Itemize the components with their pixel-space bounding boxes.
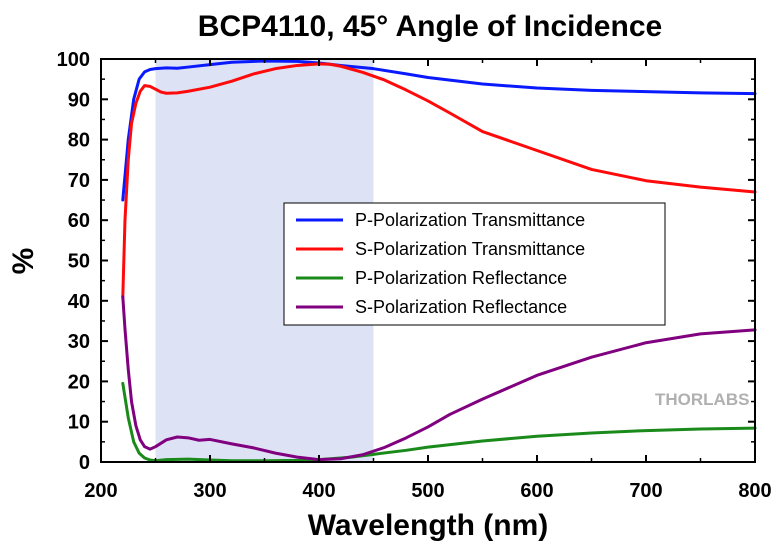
x-tick-label: 700: [629, 480, 662, 502]
series-line-4: [121, 295, 757, 462]
y-tick-label: 40: [68, 291, 90, 313]
x-tick-label: 300: [193, 480, 226, 502]
x-tick-label: 400: [302, 480, 335, 502]
legend: P-Polarization Transmittance S-Polarizati…: [283, 202, 666, 326]
y-axis-title: %: [7, 248, 40, 275]
series-line-3: [121, 381, 757, 463]
legend-items: P-Polarization Transmittance S-Polarizati…: [296, 210, 585, 317]
y-tick-label: 20: [68, 371, 90, 393]
legend-label-1: P-Polarization Transmittance: [355, 210, 585, 230]
y-tick-label: 70: [68, 170, 90, 192]
x-axis-title: Wavelength (nm): [308, 509, 549, 542]
legend-label-3: P-Polarization Reflectance: [355, 268, 567, 288]
series-layer: [121, 59, 757, 463]
x-tick-label: 600: [520, 480, 553, 502]
legend-label-4: S-Polarization Reflectance: [355, 297, 567, 317]
y-tick-label: 80: [68, 130, 90, 152]
x-tick-label: 800: [738, 480, 771, 502]
series-line-2: [121, 62, 757, 299]
y-tick-label: 100: [57, 49, 90, 71]
y-tick-label: 90: [68, 89, 90, 111]
legend-label-2: S-Polarization Transmittance: [355, 239, 585, 259]
x-tick-label: 500: [411, 480, 444, 502]
y-tick-label: 30: [68, 331, 90, 353]
ticks-layer: 200 300 400 500 600 700 800 0 10 20 30 40 50 60 70 80 90…: [57, 49, 772, 502]
y-tick-label: 50: [68, 251, 90, 273]
y-tick-label: 10: [68, 412, 90, 434]
legend-box: [283, 202, 666, 326]
y-tick-label: 60: [68, 210, 90, 232]
thorlabs-logo: THORLABS: [655, 390, 749, 409]
chart-title: BCP4110, 45° Angle of Incidence: [198, 10, 662, 43]
y-tick-label: 0: [79, 452, 90, 474]
x-tick-label: 200: [84, 480, 117, 502]
thorlabs-logo-text: THORLABS: [655, 390, 749, 409]
